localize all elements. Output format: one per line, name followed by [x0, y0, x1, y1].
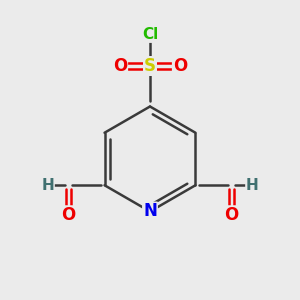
- Text: O: O: [113, 57, 127, 75]
- Text: H: H: [41, 178, 54, 193]
- Text: N: N: [143, 202, 157, 220]
- Text: O: O: [224, 206, 239, 224]
- Text: H: H: [246, 178, 259, 193]
- Text: O: O: [61, 206, 76, 224]
- Text: S: S: [144, 57, 156, 75]
- Text: O: O: [173, 57, 187, 75]
- Text: Cl: Cl: [142, 27, 158, 42]
